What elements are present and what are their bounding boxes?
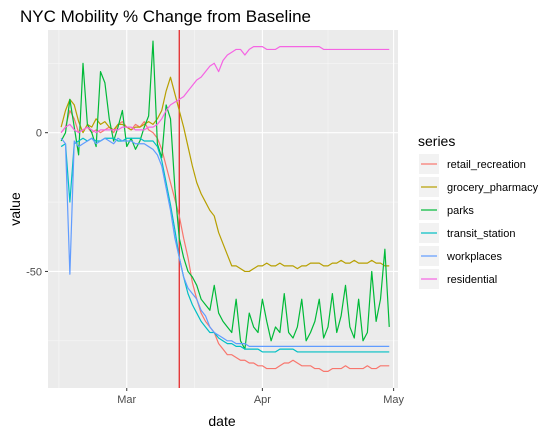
legend-title: series: [418, 133, 455, 149]
series-lines: [60, 40, 390, 372]
series-line-grocery-pharmacy: [60, 76, 390, 273]
legend-label-residential: residential: [447, 274, 497, 286]
series-line-residential: [60, 46, 390, 134]
legend: series retail_recreation grocery_pharmacy…: [418, 133, 539, 289]
y-tick-label: 0: [36, 128, 42, 140]
axis-ticks: Mar Apr May 0 -50: [26, 128, 404, 406]
series-line-workplaces: [60, 137, 390, 347]
chart-title: NYC Mobility % Change from Baseline: [20, 7, 311, 26]
legend-label-parks: parks: [447, 205, 474, 217]
x-tick-label: Mar: [117, 394, 136, 406]
y-tick-label: -50: [26, 266, 42, 278]
series-line-retail-recreation: [60, 109, 390, 372]
y-axis-title: value: [7, 192, 23, 226]
legend-label-workplaces: workplaces: [446, 251, 503, 263]
legend-label-transit-station: transit_station: [447, 228, 515, 240]
plot-panel: [48, 30, 398, 388]
grid-lines: [48, 30, 398, 388]
legend-label-retail-recreation: retail_recreation: [447, 159, 526, 171]
series-line-transit-station: [60, 137, 390, 353]
x-tick-label: Apr: [254, 394, 271, 406]
series-line-parks: [60, 40, 390, 350]
x-tick-label: May: [383, 394, 404, 406]
legend-label-grocery-pharmacy: grocery_pharmacy: [447, 182, 539, 194]
x-axis-title: date: [208, 413, 235, 429]
